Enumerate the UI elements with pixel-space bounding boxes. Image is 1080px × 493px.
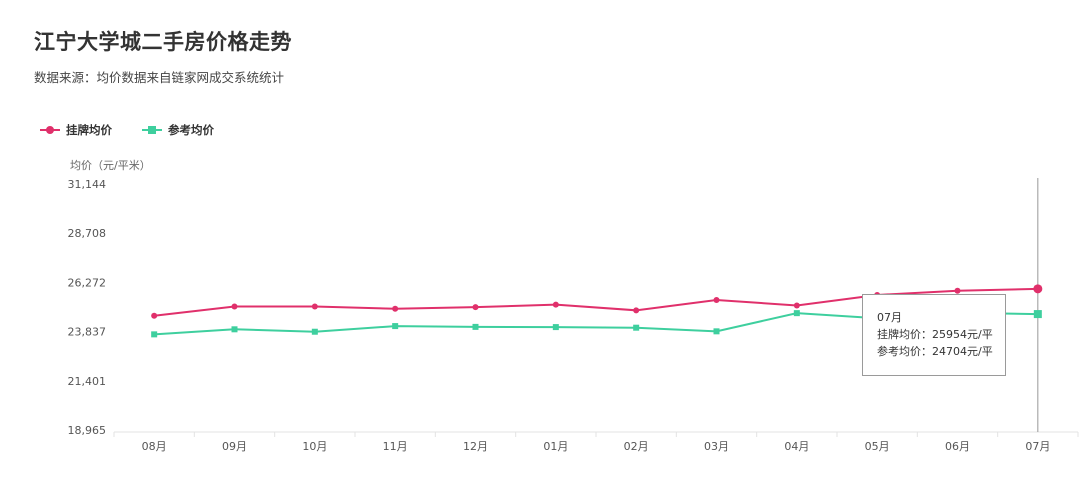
x-tick-label: 09月 [222, 440, 247, 453]
data-point [1033, 310, 1042, 319]
data-point [713, 297, 720, 304]
y-tick-label: 26,272 [68, 276, 107, 289]
legend-marker-reference [148, 126, 156, 134]
x-tick-label: 05月 [865, 440, 890, 453]
x-tick-label: 01月 [543, 440, 568, 453]
data-point [713, 328, 720, 335]
data-point [392, 323, 399, 330]
x-tick-label: 02月 [624, 440, 649, 453]
y-tick-label: 23,837 [68, 326, 107, 339]
legend-item-listing[interactable]: 挂牌均价 [40, 122, 112, 138]
y-tick-label: 28,708 [68, 227, 107, 240]
data-point [392, 305, 399, 312]
data-point [151, 331, 158, 338]
data-point [633, 324, 640, 331]
data-point [472, 304, 479, 311]
data-point [311, 328, 318, 335]
data-point [151, 312, 158, 319]
legend-marker-listing [46, 126, 54, 134]
data-point [552, 324, 559, 331]
x-tick-label: 04月 [784, 440, 809, 453]
data-point [552, 301, 559, 308]
x-tick-label: 08月 [142, 440, 167, 453]
legend-label-listing: 挂牌均价 [66, 123, 112, 137]
x-tick-label: 06月 [945, 440, 970, 453]
legend: 挂牌均价 参考均价 [40, 122, 214, 138]
legend-swatch-reference [142, 125, 162, 135]
data-point [1033, 284, 1043, 294]
data-point [793, 310, 800, 317]
tooltip-listing-price: 挂牌均价：25954元/平 [877, 328, 993, 341]
tooltip-reference-price: 参考均价：24704元/平 [877, 345, 993, 358]
y-axis-unit-label: 均价（元/平米） [70, 159, 151, 172]
data-point [472, 323, 479, 330]
x-tick-label: 10月 [302, 440, 327, 453]
legend-label-reference: 参考均价 [168, 123, 214, 137]
y-tick-label: 21,401 [68, 375, 107, 388]
data-point [231, 303, 238, 310]
x-tick-label: 07月 [1025, 440, 1050, 453]
y-tick-label: 18,965 [68, 424, 107, 437]
x-tick-label: 12月 [463, 440, 488, 453]
data-point [633, 307, 640, 314]
axes: 08月 09月 10月 11月 12月 01月 02月 03月 04月 05月 06月 07月 31,1… [68, 178, 1079, 453]
x-tick-label: 03月 [704, 440, 729, 453]
data-point [231, 326, 238, 333]
chart-title: 江宁大学城二手房价格走势 [34, 30, 292, 54]
y-tick-label: 31,144 [68, 178, 107, 191]
x-tick-label: 11月 [383, 440, 408, 453]
data-point [793, 302, 800, 309]
tooltip-month: 07月 [877, 311, 902, 324]
tooltip: 07月 挂牌均价：25954元/平 参考均价：24704元/平 [862, 294, 1006, 376]
legend-swatch-listing [40, 125, 60, 135]
data-point [954, 287, 961, 294]
data-point [311, 303, 318, 310]
legend-item-reference[interactable]: 参考均价 [142, 122, 214, 138]
chart-subtitle: 数据来源：均价数据来自链家网成交系统统计 [34, 70, 285, 85]
